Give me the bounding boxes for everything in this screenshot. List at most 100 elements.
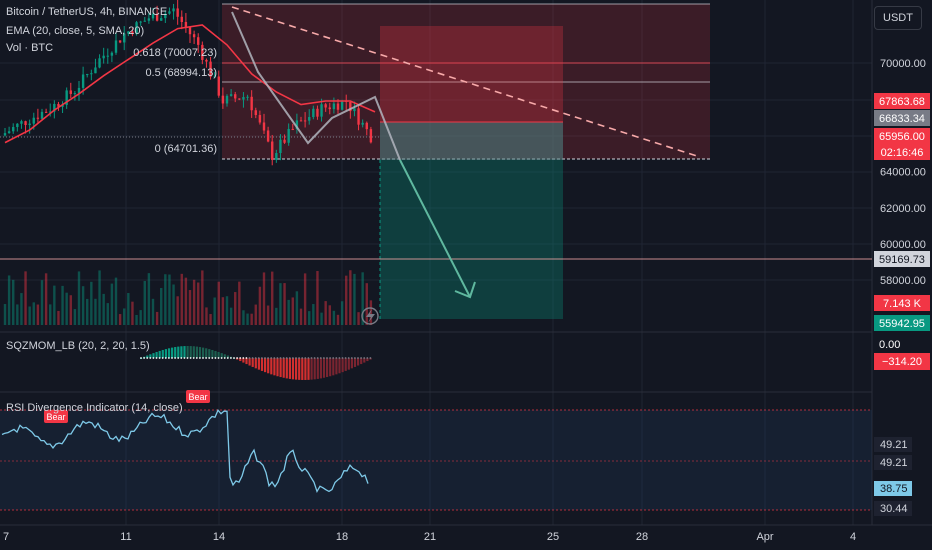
price-badge	[874, 315, 930, 331]
candle-body	[98, 58, 101, 68]
candle-body	[262, 122, 266, 131]
sqz-bar	[167, 348, 171, 358]
sqz-dot	[168, 357, 170, 359]
price-badge	[874, 144, 930, 160]
sqz-bar	[329, 358, 332, 377]
sqz-bar	[214, 350, 217, 358]
target-zone[interactable]	[380, 122, 563, 319]
sqz-bar	[276, 358, 279, 377]
sqz-bar	[195, 346, 198, 358]
candle-body	[36, 117, 40, 119]
sqz-bar	[251, 358, 254, 367]
bear-label-1: Bear	[46, 412, 65, 422]
rsi-axis-value: 49.21	[880, 457, 908, 469]
candle-body	[197, 37, 200, 45]
sqz-bar	[211, 349, 214, 358]
fib-label-0618: 0.618 (70007.23)	[133, 47, 217, 59]
candle-body	[3, 133, 7, 136]
volume-bar	[324, 301, 327, 325]
volume-bar	[336, 314, 340, 325]
sqz-bar	[158, 350, 161, 358]
sqz-dot	[214, 357, 217, 359]
sqz-dot	[155, 357, 158, 359]
rsi-current-value: 38.75	[880, 483, 908, 495]
volume-bar	[44, 273, 48, 325]
candle-body	[238, 98, 241, 100]
sqz-bar	[279, 358, 282, 378]
candle-body	[32, 117, 35, 124]
rsi-axis-value: 30.44	[880, 503, 908, 515]
volume-bars	[3, 270, 373, 325]
sqz-bar	[304, 358, 307, 380]
volume-bar	[184, 277, 188, 325]
price-badge-label: 59169.73	[879, 254, 925, 266]
volume-bar	[349, 270, 352, 325]
volume-bar	[340, 301, 344, 325]
rsi-line	[1, 408, 369, 493]
price-badges: 67863.68 66833.34 65956.00 02:16:46 59169.73…	[874, 93, 930, 331]
sqz-bar	[360, 358, 363, 365]
volume-bar	[238, 281, 241, 325]
projection-arrow[interactable]	[399, 159, 471, 298]
sqz-dot	[292, 357, 294, 359]
currency-button[interactable]: USDT	[874, 6, 922, 30]
trend-line[interactable]	[231, 6, 701, 158]
sqz-dot	[239, 357, 242, 359]
candle-body	[143, 20, 146, 22]
volume-bar	[287, 299, 290, 325]
sqz-dot	[307, 357, 310, 359]
sqz-bar	[260, 358, 264, 371]
sqz-bar	[164, 349, 167, 358]
stop-zone[interactable]	[380, 26, 563, 122]
candle-body	[90, 73, 93, 75]
symbol-title[interactable]: Bitcoin / TetherUS, 4h, BINANCE	[6, 6, 168, 18]
volume-bar	[197, 282, 200, 325]
rsi-legend[interactable]: RSI Divergence Indicator (14, close)	[6, 402, 183, 414]
candle-body	[155, 13, 159, 21]
sqz-legend[interactable]: SQZMOM_LB (20, 2, 20, 1.5)	[6, 340, 150, 352]
sqz-bar	[366, 358, 369, 362]
time-tick-label: 18	[336, 531, 348, 543]
candle-body	[361, 122, 364, 125]
drawn-path[interactable]	[231, 11, 401, 161]
candle-body	[250, 96, 253, 111]
sqz-bar	[217, 352, 220, 358]
volume-legend[interactable]: Vol · BTC	[6, 42, 54, 54]
time-axis[interactable]: 7 11 14 18 21 25 28 Apr 4	[3, 531, 856, 543]
candle-body	[353, 108, 356, 112]
volume-bar	[143, 280, 146, 325]
sqz-dot	[257, 357, 260, 359]
sqz-dot	[180, 357, 183, 359]
volume-bar	[299, 308, 303, 325]
sqz-dot	[161, 357, 164, 359]
sqz-bar	[149, 354, 152, 358]
sqz-bar	[316, 358, 319, 379]
sqz-dot	[338, 357, 341, 359]
candle-body	[369, 129, 373, 143]
candle-body	[299, 120, 303, 122]
sqz-bar	[344, 358, 347, 371]
sqz-bar	[319, 358, 322, 379]
price-badge-label: 65956.00	[879, 131, 925, 143]
volume-bar	[345, 275, 348, 325]
candle-body	[332, 103, 336, 110]
candle-body	[271, 141, 274, 160]
candle-body	[110, 52, 114, 56]
sqz-dot	[276, 357, 279, 359]
sqz-bar	[291, 358, 295, 380]
sqz-dot	[282, 357, 285, 359]
volume-bar	[20, 293, 23, 325]
candle-body	[295, 120, 299, 129]
sqz-bar	[341, 358, 344, 373]
sqz-dot	[205, 357, 208, 359]
sqz-bar	[220, 353, 223, 358]
volume-bar	[308, 311, 311, 325]
candle-body	[188, 27, 192, 35]
sqz-bar	[285, 358, 288, 379]
candle-body	[357, 108, 360, 125]
lightning-icon[interactable]	[361, 307, 379, 325]
sqz-dot	[295, 357, 297, 359]
sqz-bar	[363, 358, 366, 363]
ema-legend[interactable]: EMA (20, close, 5, SMA, 20)	[6, 25, 145, 37]
